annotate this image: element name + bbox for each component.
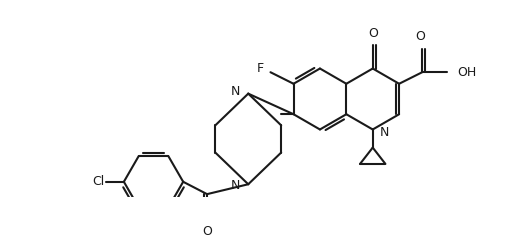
Text: OH: OH [457,66,476,79]
Text: O: O [202,225,212,238]
Text: N: N [231,85,240,99]
Text: N: N [231,179,240,192]
Text: Cl: Cl [92,175,104,188]
Text: O: O [368,27,377,40]
Text: O: O [416,30,425,43]
Text: N: N [379,126,389,139]
Text: F: F [257,62,264,75]
